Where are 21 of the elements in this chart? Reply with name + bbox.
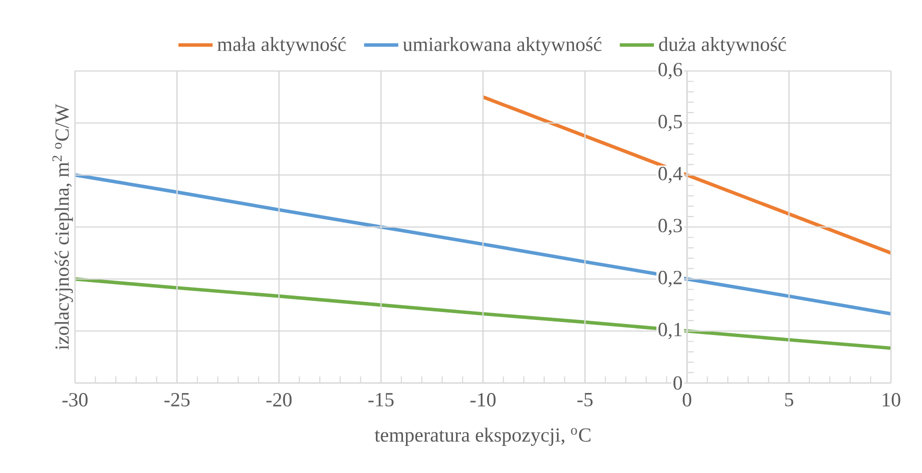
y-tick-label: 0,1 xyxy=(658,322,682,340)
y-tick-label: 0 xyxy=(673,376,682,390)
y-tick-label: 0,5 xyxy=(658,114,682,132)
x-tick-label: -25 xyxy=(164,393,190,406)
legend-label: duża aktywność xyxy=(659,37,786,56)
x-tick-label: -5 xyxy=(577,393,593,406)
legend-label: umiarkowana aktywność xyxy=(402,37,602,56)
x-tick-label: 0 xyxy=(682,393,692,407)
y-tick-label: 0,4 xyxy=(658,166,682,184)
x-tick-label: -10 xyxy=(470,393,496,407)
x-tick-label: 10 xyxy=(882,393,900,407)
x-axis-title: temperatura ekspozycji, $^{o}$C xyxy=(374,428,590,446)
y-tick-label: 0,2 xyxy=(658,270,682,288)
legend-label: mała aktywność xyxy=(217,37,346,56)
x-tick-label: -30 xyxy=(62,393,88,407)
x-tick-label: -20 xyxy=(266,393,292,407)
y-tick-label: 0,6 xyxy=(658,62,682,80)
y-axis-title: izolacyjność cieplna, m$^{2 o}$C/W xyxy=(52,104,73,350)
x-tick-label: -15 xyxy=(368,393,394,406)
y-tick-label: 0,3 xyxy=(658,218,682,236)
x-tick-label: 5 xyxy=(785,393,794,406)
